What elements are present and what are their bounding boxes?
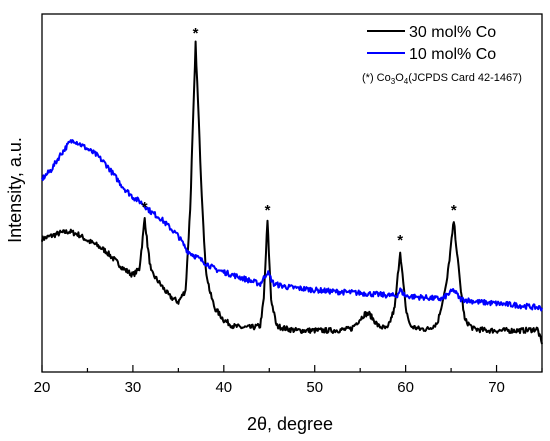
series-line-30-mol-co	[41, 40, 543, 345]
peak-marker: *	[451, 202, 457, 219]
x-axis-title: 2θ, degree	[247, 414, 333, 434]
peak-marker: *	[193, 25, 199, 42]
x-tick-label: 30	[125, 379, 142, 396]
x-tick-label: 50	[306, 379, 323, 396]
peak-markers: * * * * *	[142, 25, 457, 249]
x-tick-label: 60	[397, 379, 414, 396]
x-axis-ticks: 20 30 40 50 60 70	[34, 365, 543, 396]
plot-frame	[41, 13, 543, 373]
x-tick-label: 20	[34, 379, 51, 396]
plot-area: * * * * * 20 30 40 50 60 70	[34, 13, 543, 396]
x-tick-label: 40	[215, 379, 232, 396]
legend-label-30: 30 mol% Co	[409, 24, 496, 41]
series-line-10-mol-co	[41, 139, 543, 312]
legend: 30 mol% Co 10 mol% Co	[367, 24, 496, 63]
peak-marker: *	[265, 202, 271, 219]
x-tick-label: 70	[488, 379, 505, 396]
peak-marker: *	[397, 232, 403, 249]
legend-label-10: 10 mol% Co	[409, 46, 496, 63]
y-axis-title: Intensity, a.u.	[5, 137, 25, 243]
series-group	[41, 40, 543, 345]
peak-marker: *	[142, 199, 148, 216]
phase-annotation: (*) Co3O4(JCPDS Card 42-1467)	[362, 72, 522, 86]
